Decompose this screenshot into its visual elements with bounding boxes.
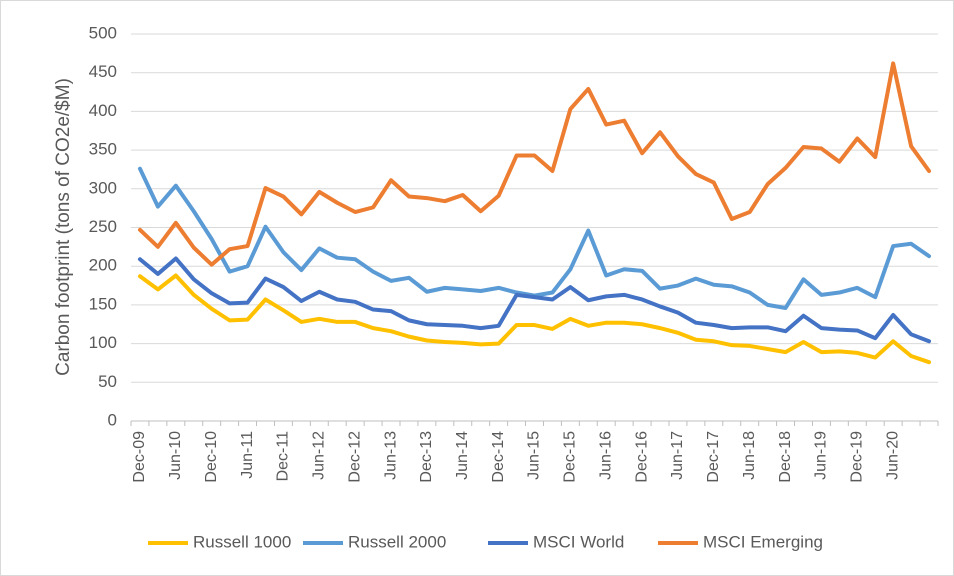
- x-tick-label: Jun-12: [311, 431, 328, 480]
- y-tick-label: 200: [89, 256, 117, 275]
- y-tick-label: 50: [98, 372, 117, 391]
- legend-label: MSCI World: [533, 532, 624, 551]
- x-tick-label: Dec-19: [849, 431, 866, 483]
- x-tick-label: Jun-10: [167, 431, 184, 480]
- series-line: [137, 273, 932, 365]
- x-tick-label: Dec-18: [777, 431, 794, 483]
- y-tick-label: 500: [89, 23, 117, 42]
- x-tick-label: Dec-11: [275, 431, 292, 481]
- x-tick-label: Jun-11: [239, 431, 256, 479]
- x-tick-label: Dec-16: [633, 431, 650, 483]
- x-tick-label: Dec-14: [490, 431, 507, 483]
- y-tick-label: 350: [89, 140, 117, 159]
- y-tick-label: 250: [89, 217, 117, 236]
- x-tick-label: Dec-12: [346, 431, 363, 483]
- y-tick-label: 450: [89, 62, 117, 81]
- series-line: [137, 256, 932, 344]
- y-axis-title: Carbon footprint (tons of CO2e/$M): [53, 78, 74, 376]
- x-tick-label: Dec-17: [705, 431, 722, 483]
- legend-label: Russell 1000: [193, 532, 291, 551]
- x-tick-label: Dec-10: [203, 431, 220, 483]
- legend-label: MSCI Emerging: [703, 532, 823, 551]
- x-tick-label: Dec-09: [131, 431, 148, 483]
- x-tick-label: Jun-18: [741, 431, 758, 480]
- series-line: [137, 61, 932, 267]
- x-tick-label: Jun-19: [813, 431, 830, 480]
- y-tick-label: 300: [89, 178, 117, 197]
- y-tick-label: 400: [89, 101, 117, 120]
- legend-label: Russell 2000: [348, 532, 446, 551]
- y-tick-label: 0: [108, 410, 117, 429]
- x-tick-label: Dec-13: [418, 431, 435, 483]
- x-tick-label: Jun-15: [526, 431, 543, 480]
- x-tick-label: Dec-15: [562, 431, 579, 483]
- x-tick-label: Jun-16: [597, 431, 614, 480]
- y-tick-label: 100: [89, 333, 117, 352]
- x-tick-label: Jun-17: [669, 431, 686, 480]
- x-tick-label: Jun-14: [454, 431, 471, 480]
- y-tick-label: 150: [89, 294, 117, 313]
- x-tick-label: Jun-20: [884, 431, 901, 480]
- x-tick-label: Jun-13: [382, 431, 399, 480]
